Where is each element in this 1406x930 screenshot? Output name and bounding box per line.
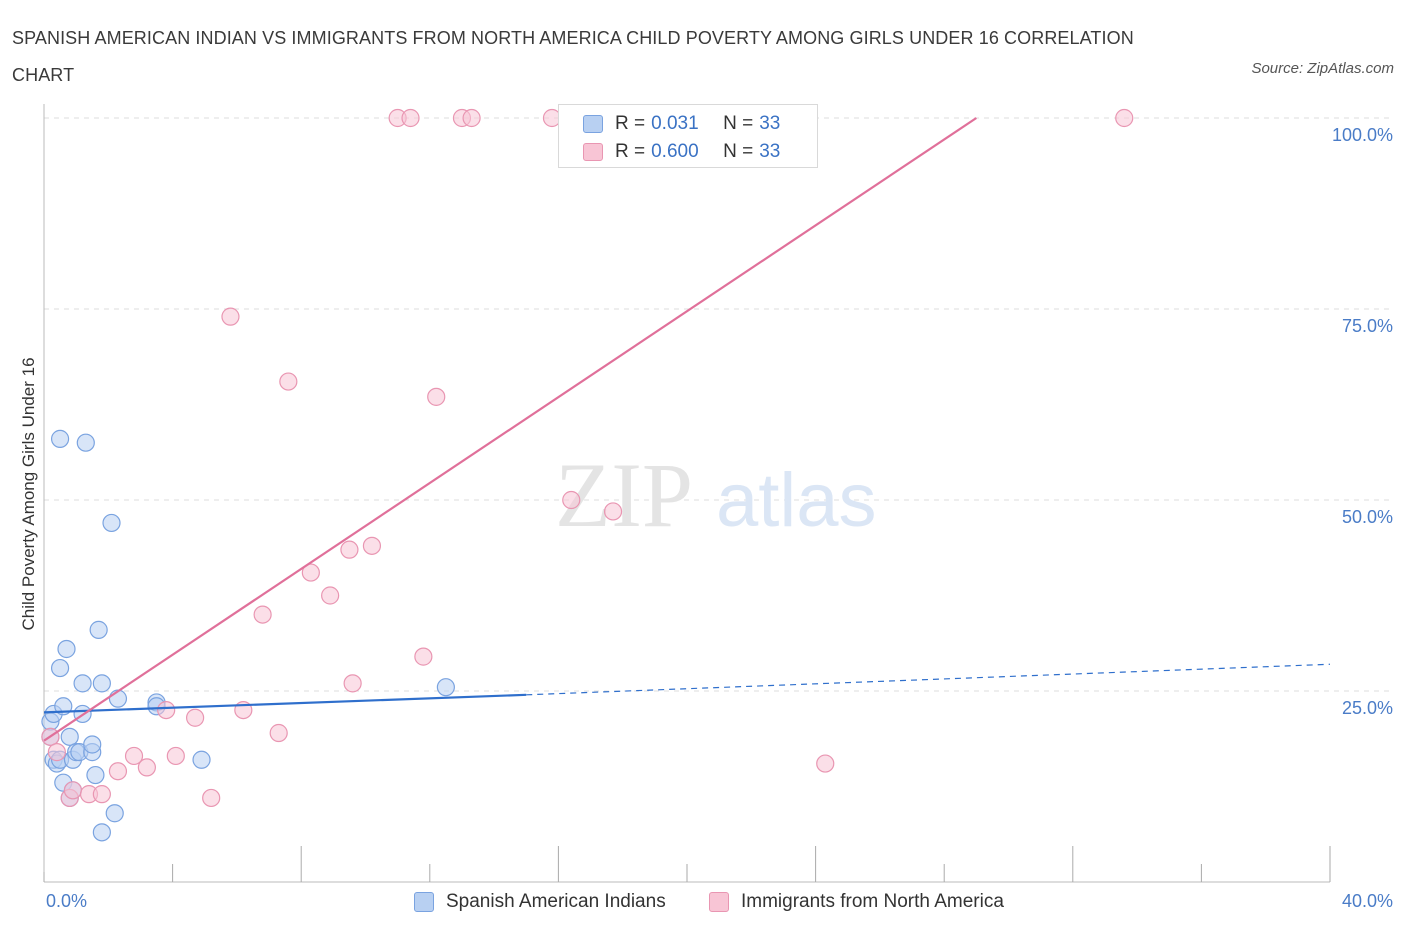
blue-data-point [92, 823, 111, 842]
blue-data-point [57, 639, 76, 659]
y-tick-label: 100.0% [1332, 125, 1393, 145]
source-label: Source: ZipAtlas.com [1251, 60, 1394, 77]
pink-data-point [427, 387, 446, 406]
bottom-legend-swatch-blue [414, 892, 434, 912]
bottom-legend-swatch-pink [709, 892, 729, 912]
y-axis-label: Child Poverty Among Girls Under 16 [19, 357, 38, 630]
x-tick-label: 0.0% [46, 891, 87, 911]
blue-trend-line [43, 693, 527, 714]
pink-data-point [124, 746, 144, 766]
legend-n-value: 33 [759, 141, 781, 162]
pink-data-point [253, 605, 272, 624]
legend-row-series1: R = 0.031 N = 33 [583, 112, 780, 136]
trend-lines [43, 117, 1331, 742]
legend-r-label: R = [615, 141, 646, 162]
blue-data-point [436, 678, 455, 697]
blue-data-point [73, 674, 92, 693]
scatter-points [41, 108, 1134, 842]
watermark-atlas: atlas [716, 458, 877, 543]
axes [43, 104, 1331, 883]
bottom-legend-series1: Spanish American Indians [414, 889, 666, 915]
pink-data-point [202, 788, 221, 808]
pink-data-point [343, 674, 362, 693]
pink-data-point [1115, 108, 1134, 128]
chart-title: SPANISH AMERICAN INDIAN VS IMMIGRANTS FR… [12, 28, 1134, 85]
legend-swatch-blue [583, 115, 603, 133]
pink-data-point [47, 743, 66, 762]
y-tick-label: 50.0% [1342, 507, 1393, 527]
pink-data-point [166, 746, 185, 766]
pink-trend-line [43, 117, 977, 742]
pink-data-point [340, 540, 359, 559]
legend-n-label: N = [723, 141, 754, 162]
pink-data-point [92, 785, 111, 804]
y-tick-label: 75.0% [1342, 316, 1393, 336]
blue-data-point [83, 735, 102, 754]
legend-n-label: N = [723, 113, 754, 134]
pink-data-point [401, 108, 420, 128]
pink-data-point [414, 647, 433, 666]
blue-data-point [192, 750, 211, 769]
blue-trend-extension [526, 663, 1331, 696]
legend-n-value: 33 [759, 113, 781, 134]
pink-data-point [562, 490, 581, 510]
legend-swatch-pink [583, 143, 603, 161]
blue-data-point [60, 727, 79, 746]
pink-data-point [279, 372, 298, 391]
pink-data-point [462, 108, 481, 128]
x-tick-label: 40.0% [1342, 891, 1393, 911]
y-tick-label: 25.0% [1342, 698, 1393, 718]
legend-r-value: 0.031 [651, 113, 699, 134]
pink-data-point [157, 700, 176, 720]
pink-data-point [221, 307, 240, 326]
pink-data-point [108, 762, 128, 781]
blue-data-point [76, 433, 95, 452]
blue-data-point [105, 804, 124, 823]
blue-data-point [50, 429, 70, 448]
pink-data-point [186, 708, 205, 727]
pink-data-point [63, 781, 83, 800]
pink-data-point [301, 563, 320, 582]
legend-r-value: 0.600 [651, 141, 699, 162]
pink-data-point [269, 723, 288, 743]
bottom-legend-series2: Immigrants from North America [709, 889, 1004, 915]
pink-data-point [362, 536, 382, 555]
correlation-legend: R = 0.031 N = 33 R = 0.600 N = 33 [558, 104, 818, 168]
pink-data-point [603, 502, 623, 521]
bottom-legend-label: Spanish American Indians [446, 891, 666, 912]
blue-data-point [89, 620, 108, 639]
tick-labels: 25.0% 50.0% 75.0% 100.0% 0.0% 40.0% [46, 125, 1393, 911]
blue-data-point [50, 658, 70, 678]
pink-data-point [321, 586, 340, 605]
pink-data-point [137, 758, 156, 777]
legend-r-label: R = [615, 113, 646, 134]
blue-data-point [86, 765, 105, 785]
blue-data-point [102, 513, 121, 533]
watermark: ZIP atlas [555, 444, 877, 546]
blue-data-point [108, 689, 128, 708]
blue-data-point [92, 674, 111, 693]
legend-row-series2: R = 0.600 N = 33 [583, 140, 780, 164]
pink-data-point [816, 754, 835, 773]
bottom-legend-label: Immigrants from North America [741, 891, 1004, 912]
